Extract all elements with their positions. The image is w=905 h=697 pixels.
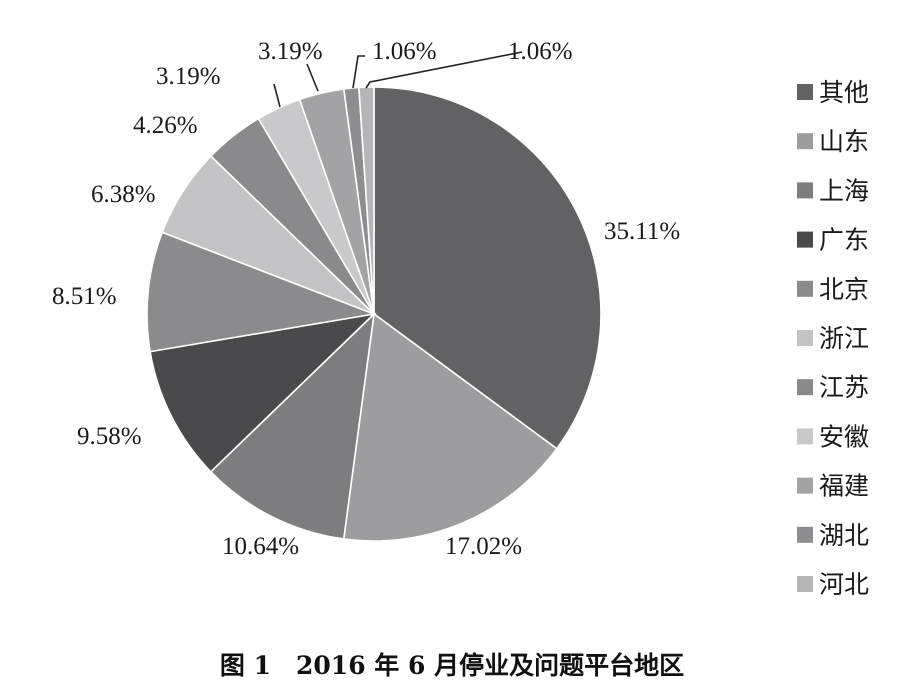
slice-label-2: 17.02%: [445, 533, 522, 560]
legend-label-2: 山东: [819, 127, 869, 156]
legend-swatch-9: [797, 477, 813, 494]
slice-label-7: 4.26%: [133, 112, 198, 139]
slice-label-3: 10.64%: [222, 533, 299, 560]
slice-label-10: 1.06%: [372, 38, 437, 65]
leader-line-11: [365, 51, 523, 89]
slice-label-8: 3.19%: [156, 63, 221, 90]
legend-swatch-4: [797, 231, 813, 248]
slice-label-6: 6.38%: [91, 181, 156, 208]
slice-label-4: 9.58%: [77, 423, 142, 450]
legend-swatch-5: [797, 280, 813, 297]
legend-label-5: 北京: [819, 275, 869, 304]
leader-line-9: [306, 63, 319, 92]
legend-label-9: 福建: [819, 472, 869, 501]
legend-label-11: 河北: [819, 570, 869, 599]
legend-label-3: 上海: [819, 176, 869, 205]
leader-line-10: [352, 55, 365, 89]
pie-slice-3: [209, 311, 376, 540]
legend-swatch-6: [797, 330, 813, 346]
slice-label-1: 35.11%: [604, 218, 680, 245]
legend-swatch-7: [797, 379, 813, 396]
legend-label-7: 江苏: [819, 373, 869, 402]
leader-line-8: [273, 83, 281, 108]
slice-label-11: 1.06%: [508, 38, 573, 65]
slice-label-9: 3.19%: [258, 38, 323, 65]
pie-slice-1: [373, 86, 602, 450]
legend-label-10: 湖北: [819, 521, 869, 550]
leader-lines: [273, 51, 523, 108]
legend-label-1: 其他: [819, 78, 869, 107]
legend-label-6: 浙江: [819, 324, 869, 353]
legend-label-8: 安徽: [819, 422, 869, 451]
pie-slice-5: [146, 231, 378, 353]
pie-labels: 35.11% 17.02% 10.64% 9.58% 8.51% 6.38% 4.26% 3.…: [52, 38, 680, 560]
legend-swatch-10: [797, 526, 813, 543]
pie-slice-2: [342, 312, 558, 542]
legend-swatch-8: [797, 428, 813, 445]
legend-swatch-1: [797, 84, 813, 100]
pie-slice-4: [149, 312, 377, 473]
slice-label-5: 8.51%: [52, 283, 117, 310]
legend-swatch-2: [797, 133, 813, 150]
figure-caption: 图 1 2016 年 6 月停业及问题平台地区: [220, 651, 684, 680]
legend-label-4: 广东: [819, 226, 869, 255]
pie-slices: [146, 86, 602, 542]
legend-swatch-3: [797, 182, 813, 199]
legend-swatch-11: [797, 576, 813, 592]
